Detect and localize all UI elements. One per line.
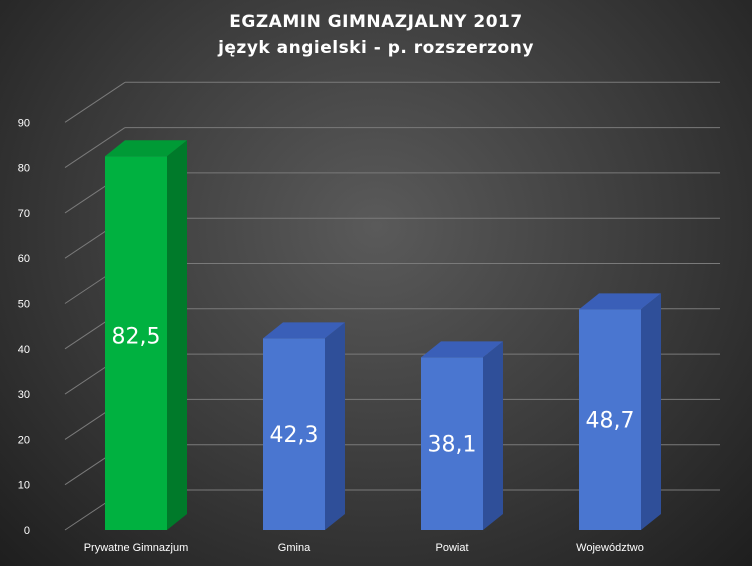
y-tick-label: 30 [18,389,30,401]
bar-top [579,293,661,310]
x-tick-label: Gmina [278,542,311,554]
chart-title: EGZAMIN GIMNAZJALNY 2017 [229,12,523,32]
bar-side [641,293,661,530]
y-tick-label: 20 [18,434,30,446]
y-tick-label: 70 [18,208,30,220]
y-tick-label: 60 [18,253,30,265]
chart-subtitle: język angielski - p. rozszerzony [218,38,534,58]
data-label: 38,1 [428,433,477,458]
gridline-diagonal [64,127,126,169]
bar-side [167,140,187,530]
y-tick-label: 80 [18,163,30,175]
bar [263,338,325,530]
bar-side [325,322,345,530]
bar-side [483,341,503,530]
gridline-diagonal [64,81,126,123]
bar-top [105,140,187,157]
bar-top [263,322,345,339]
bar [421,357,483,530]
data-label: 42,3 [270,423,319,448]
x-tick-label: Prywatne Gimnazjum [84,542,189,554]
y-tick-label: 90 [18,117,30,129]
y-tick-label: 40 [18,344,30,356]
bar-top [421,341,503,358]
data-label: 48,7 [586,409,635,434]
x-tick-label: Powiat [435,542,468,554]
y-tick-label: 50 [18,299,30,311]
bar [579,309,641,530]
x-tick-label: Województwo [576,542,644,554]
data-label: 82,5 [112,325,161,350]
y-tick-label: 10 [18,480,30,492]
bar [105,156,167,530]
y-tick-label: 0 [24,525,30,537]
